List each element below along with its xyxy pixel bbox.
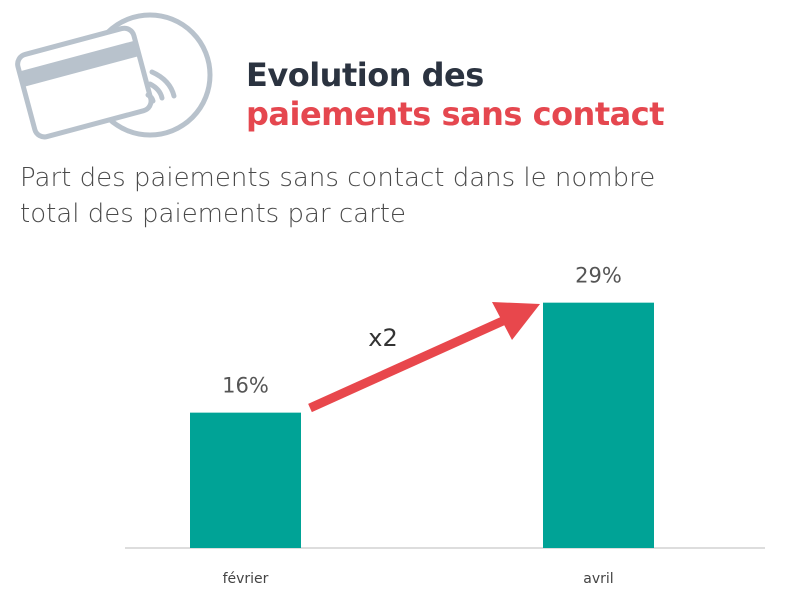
annotation-x2: x2 [368, 324, 397, 352]
title-line-2: paiements sans contact [246, 95, 664, 133]
data-label: 16% [222, 374, 269, 398]
bar-1 [543, 302, 654, 548]
growth-arrow [308, 302, 540, 413]
subtitle-line-1: Part des paiements sans contact dans le … [20, 163, 656, 193]
bar-0 [190, 412, 301, 548]
subtitle-line-2: total des paiements par carte [20, 199, 406, 229]
title-line-1: Evolution des [246, 56, 484, 94]
data-label: 29% [575, 264, 622, 288]
category-label: avril [583, 571, 613, 587]
contactless-card-icon [15, 12, 213, 140]
category-label: février [223, 571, 269, 587]
subtitle: Part des paiements sans contact dans le … [20, 160, 789, 232]
